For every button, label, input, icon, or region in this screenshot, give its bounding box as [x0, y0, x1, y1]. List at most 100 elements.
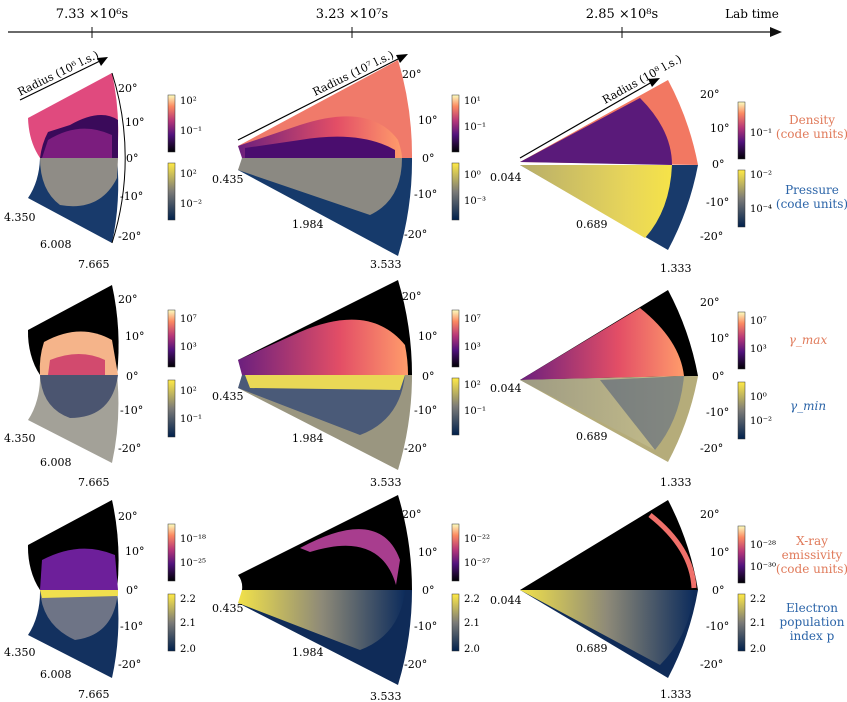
radius-tick: 3.533	[370, 258, 402, 271]
panel-r2c2	[238, 280, 412, 470]
radius-tick: 0.689	[576, 218, 608, 231]
angle-label: 10°	[418, 330, 438, 343]
cbar-tick: 10⁻¹	[750, 128, 772, 139]
cbar-tick: 10⁻²⁷	[464, 558, 490, 569]
time-label: 7.33 ×10⁶s	[56, 7, 128, 22]
xray-wedge	[520, 500, 698, 590]
xray-shell	[300, 529, 400, 585]
angle-label: -10°	[120, 404, 143, 417]
cbar-tick: 10²	[180, 169, 197, 180]
gmin-edge	[600, 376, 684, 450]
radius-tick: 7.665	[78, 688, 110, 701]
pressure-bubble	[238, 158, 402, 215]
colorbar-xray	[167, 523, 176, 582]
label-electron-2: population	[780, 615, 845, 629]
panel-r1c2	[238, 60, 413, 256]
angle-label: 20°	[700, 296, 720, 309]
angle-label: 20°	[402, 68, 422, 81]
radius-tick: 7.665	[78, 258, 110, 271]
colorbar-index	[167, 593, 176, 652]
density-inner	[42, 128, 112, 158]
radius-ticks: 4.350 6.008 7.665 4.350 6.008 7.665 4.35…	[4, 171, 692, 702]
cbar-tick: 10²	[464, 380, 481, 391]
index-core	[40, 590, 118, 598]
inner-radius: 0.435	[212, 390, 244, 403]
angle-label: 0°	[422, 152, 435, 165]
density-inner	[245, 136, 395, 158]
angle-label: -10°	[706, 196, 729, 209]
panel-r3c3	[520, 500, 698, 678]
angle-label: 20°	[700, 88, 720, 101]
gmin-bubble	[40, 375, 118, 418]
gmin-bubble	[238, 375, 405, 435]
cbar-tick: 10⁻²	[750, 170, 772, 181]
gmax-shell	[238, 319, 408, 375]
cbar-tick: 10²	[180, 386, 197, 397]
quantity-labels: Density (code units) Pressure (code unit…	[776, 113, 847, 643]
radius-tick: 4.350	[4, 646, 36, 659]
angle-label: -10°	[414, 404, 437, 417]
gmax-shell	[520, 308, 684, 380]
radius-tick: 1.984	[292, 218, 324, 231]
cbar-tick: 10⁻²	[180, 199, 202, 210]
angle-label: 20°	[118, 510, 138, 523]
cbar-tick: 10⁷	[750, 316, 767, 327]
cbar-tick: 2.0	[750, 644, 766, 655]
panel-r1c1	[28, 72, 126, 244]
cbar-tick: 2.1	[750, 618, 766, 629]
timeline: 7.33 ×10⁶s 3.23 ×10⁷s 2.85 ×10⁸s Lab tim…	[8, 7, 782, 38]
cbar-tick: 10³	[750, 344, 767, 355]
index-bubble	[238, 590, 405, 650]
angle-label: 20°	[118, 293, 138, 306]
panel-r3c2	[238, 495, 412, 685]
cbar-tick: 10⁻¹	[464, 122, 486, 133]
angle-label: -20°	[118, 230, 141, 243]
angle-labels: 20° 10° 0° -10° -20° 20° 10° 0° -10° -20…	[118, 68, 730, 671]
cbar-tick: 10⁻³	[464, 196, 486, 207]
radius-arrow	[19, 59, 103, 101]
index-bubble	[520, 590, 694, 665]
colorbar-gmax	[737, 311, 746, 370]
colorbar-index	[737, 593, 746, 652]
colorbar-density	[451, 94, 460, 153]
radius-arrow	[237, 57, 401, 141]
radius-tick: 1.333	[660, 262, 692, 275]
label-pressure-units: (code units)	[776, 197, 847, 211]
radius-tick: 4.350	[4, 432, 36, 445]
inner-radius: 0.435	[212, 602, 244, 615]
angle-label: 10°	[418, 114, 438, 127]
colorbar-gmax	[451, 309, 460, 368]
angle-label: 20°	[700, 508, 720, 521]
xray-shock-ring	[648, 513, 697, 589]
cbar-tick: 10⁻¹	[180, 126, 202, 137]
angle-label: 20°	[118, 82, 138, 95]
angle-label: -20°	[700, 230, 723, 243]
cbar-tick: 2.1	[464, 618, 480, 629]
cbar-tick: 10⁰	[750, 392, 767, 403]
inner-radius: 0.044	[490, 594, 522, 607]
index-bubble	[40, 590, 118, 640]
cbar-tick: 10⁻⁴	[750, 204, 772, 215]
cbar-tick: 2.2	[180, 594, 196, 605]
cbar-tick: 10⁻²⁸	[750, 540, 776, 551]
angle-label: -10°	[120, 190, 143, 203]
gmin-core	[245, 375, 405, 390]
label-density-units: (code units)	[776, 127, 847, 141]
colorbar-gmax	[167, 309, 176, 368]
angle-label: 20°	[402, 290, 422, 303]
angle-label: 10°	[710, 332, 730, 345]
angle-label: -20°	[700, 442, 723, 455]
radius-tick: 1.333	[660, 476, 692, 489]
density-inner	[520, 98, 672, 165]
cbar-tick: 10⁻¹	[464, 406, 486, 417]
radius-tick: 3.533	[370, 476, 402, 489]
cbar-tick: 10⁻²⁵	[180, 558, 206, 569]
angle-label: 0°	[422, 370, 435, 383]
radius-tick: 6.008	[40, 456, 72, 469]
cbar-tick: 10⁷	[180, 314, 197, 325]
pressure-bubble	[40, 158, 118, 207]
angle-label: -10°	[414, 188, 437, 201]
panel-r1c3	[520, 80, 698, 250]
colorbar-pressure	[167, 162, 176, 221]
